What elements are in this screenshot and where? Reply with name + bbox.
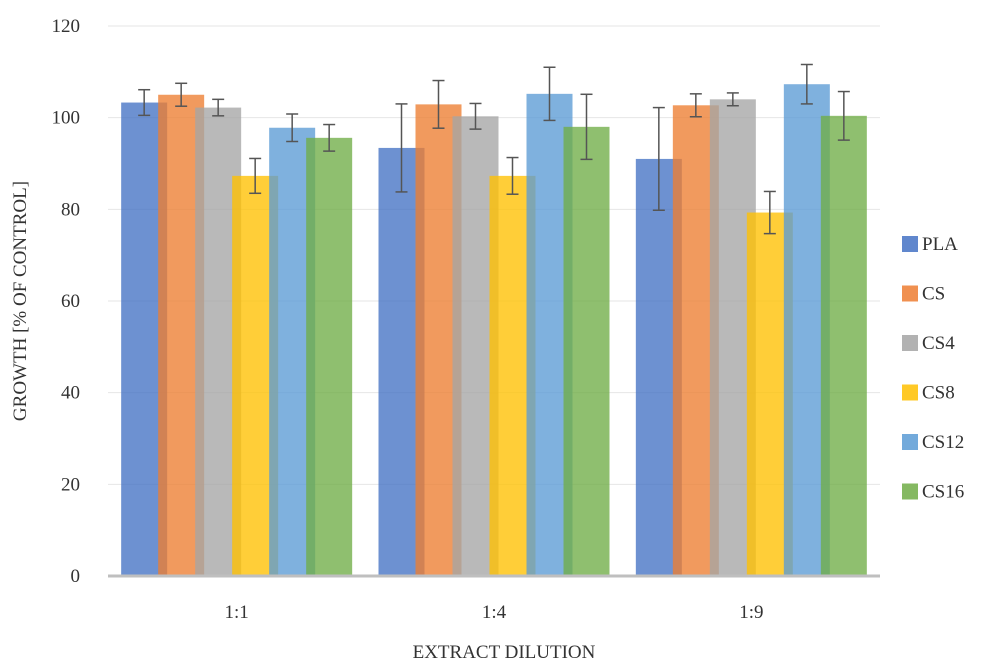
legend-item-cs16: CS16 [902,482,964,503]
y-axis-label: GROWTH [% OF CONTROL] [10,181,31,421]
error-bar [249,157,262,195]
y-tick-label: 80 [61,199,80,220]
y-tick-label: 60 [61,291,80,312]
legend-item-cs: CS [902,284,945,305]
bar-cs16-1-4 [563,126,610,576]
legend-label: CS4 [922,333,955,354]
error-bar [689,93,702,118]
legend-swatch [902,236,918,252]
x-tick-label: 1:1 [225,602,249,623]
y-tick-label: 40 [61,383,80,404]
error-bar [323,123,336,152]
legend-label: CS12 [922,432,964,453]
error-bar [506,156,519,195]
y-tick-labels: 0 20 40 60 80 100 120 [52,16,81,587]
y-tick-label: 20 [61,474,80,495]
legend-item-cs4: CS4 [902,333,955,354]
error-bar [580,93,593,161]
bars [121,84,867,577]
legend-swatch [902,384,918,401]
legend-label: CS [922,284,945,305]
error-bar [212,98,225,117]
error-bar [543,66,556,122]
bar-cs16-1-9 [820,115,867,576]
error-bars [138,63,850,235]
legend: PLA CS CS4 CS8 CS12 CS16 [902,234,964,503]
bar-cs16-1-1 [306,137,353,577]
x-tick-label: 1:9 [739,602,763,623]
error-bar [395,103,408,193]
y-tick-label: 0 [71,566,81,587]
error-bar [432,79,445,129]
error-bar [652,106,665,211]
error-bar [138,88,151,117]
legend-swatch [902,335,918,351]
legend-swatch [902,483,918,500]
error-bar [286,113,299,143]
legend-swatch [902,434,918,450]
legend-swatch [902,285,918,302]
legend-item-pla: PLA [902,234,958,255]
error-bar [726,92,739,107]
legend-item-cs12: CS12 [902,432,964,453]
error-bar [837,90,850,141]
x-tick-labels: 1:1 1:4 1:9 [225,602,764,623]
legend-label: CS16 [922,482,964,503]
error-bar [763,190,776,235]
x-tick-label: 1:4 [482,602,507,623]
y-tick-label: 100 [52,108,81,129]
error-bar [175,82,188,107]
legend-label: CS8 [922,383,955,404]
y-tick-label: 120 [52,16,81,37]
x-axis-label: EXTRACT DILUTION [413,642,596,661]
error-bar [469,102,482,130]
error-bar [800,63,813,105]
legend-label: PLA [922,234,958,255]
legend-item-cs8: CS8 [902,383,955,404]
